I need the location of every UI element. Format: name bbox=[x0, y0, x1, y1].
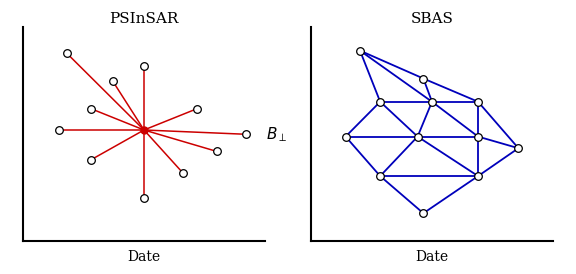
Text: $B_\perp$: $B_\perp$ bbox=[266, 125, 287, 144]
Text: Date: Date bbox=[415, 250, 449, 264]
Text: Date: Date bbox=[127, 250, 161, 264]
Title: SBAS: SBAS bbox=[411, 12, 453, 26]
Title: PSInSAR: PSInSAR bbox=[109, 12, 179, 26]
